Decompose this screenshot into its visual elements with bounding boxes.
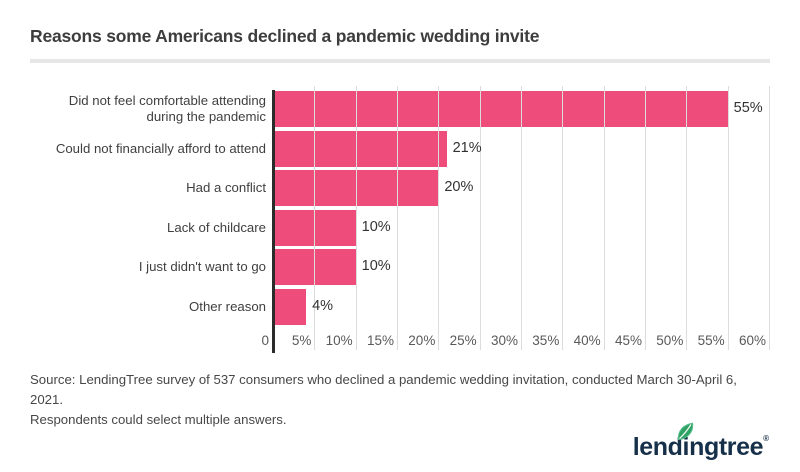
brand-name: lendingtree — [632, 433, 764, 461]
gridline — [769, 86, 770, 350]
x-tick-label: 5% — [291, 333, 312, 348]
category-label: Had a conflict — [186, 180, 266, 196]
x-tick-label: 0 — [261, 333, 269, 348]
axis-zero-line — [272, 90, 275, 353]
bar — [275, 249, 356, 286]
gridline — [645, 86, 646, 350]
lendingtree-logo: lendingtree® — [632, 422, 769, 467]
gridline — [686, 86, 688, 350]
title-divider — [30, 59, 770, 63]
category-label: Other reason — [189, 299, 266, 314]
x-tick-label: 60% — [738, 333, 766, 348]
bar-value-label: 4% — [312, 298, 334, 314]
bar — [275, 170, 439, 207]
x-tick-label: 55% — [697, 333, 725, 348]
gridline — [521, 86, 522, 350]
x-tick-label: 30% — [490, 333, 518, 348]
bar-value-label: 10% — [361, 258, 391, 275]
bar-value-label: 20% — [444, 179, 474, 196]
gridline — [397, 86, 398, 350]
x-tick-label: 50% — [656, 333, 684, 348]
gridline — [314, 86, 316, 350]
bar — [275, 130, 447, 167]
bar — [275, 209, 356, 246]
category-label: I just didn't want to go — [138, 259, 266, 275]
bar-value-label: 55% — [733, 100, 763, 116]
bar-value-label: 10% — [361, 218, 391, 235]
gridline — [438, 86, 440, 350]
gridline — [562, 86, 564, 350]
registered-mark: ® — [763, 434, 769, 443]
leaf-icon — [677, 422, 693, 441]
category-label: Did not feel comfortable attending durin… — [68, 93, 266, 124]
gridline — [479, 86, 481, 350]
x-tick-label: 15% — [366, 333, 394, 348]
source-note: Source: LendingTree survey of 537 consum… — [30, 370, 770, 430]
gridline — [355, 86, 357, 350]
source-line-2: Respondents could select multiple answer… — [30, 412, 287, 427]
bar — [275, 91, 728, 127]
source-line-1: Source: LendingTree survey of 537 consum… — [30, 372, 737, 407]
category-label: Lack of childcare — [167, 219, 266, 235]
bar — [275, 289, 307, 325]
gridline — [727, 86, 729, 350]
x-tick-label: 20% — [408, 333, 436, 348]
x-tick-label: 45% — [614, 333, 642, 348]
category-label: Could not financially afford to attend — [55, 140, 266, 156]
gridline — [603, 86, 605, 350]
chart-title: Reasons some Americans declined a pandem… — [30, 26, 540, 46]
bar-value-label: 21% — [452, 139, 482, 156]
bar-chart: Did not feel comfortable attending durin… — [30, 86, 770, 354]
x-tick-label: 40% — [573, 333, 601, 348]
x-tick-label: 10% — [325, 333, 353, 348]
x-tick-label: 25% — [449, 333, 477, 348]
x-tick-label: 35% — [532, 333, 560, 348]
